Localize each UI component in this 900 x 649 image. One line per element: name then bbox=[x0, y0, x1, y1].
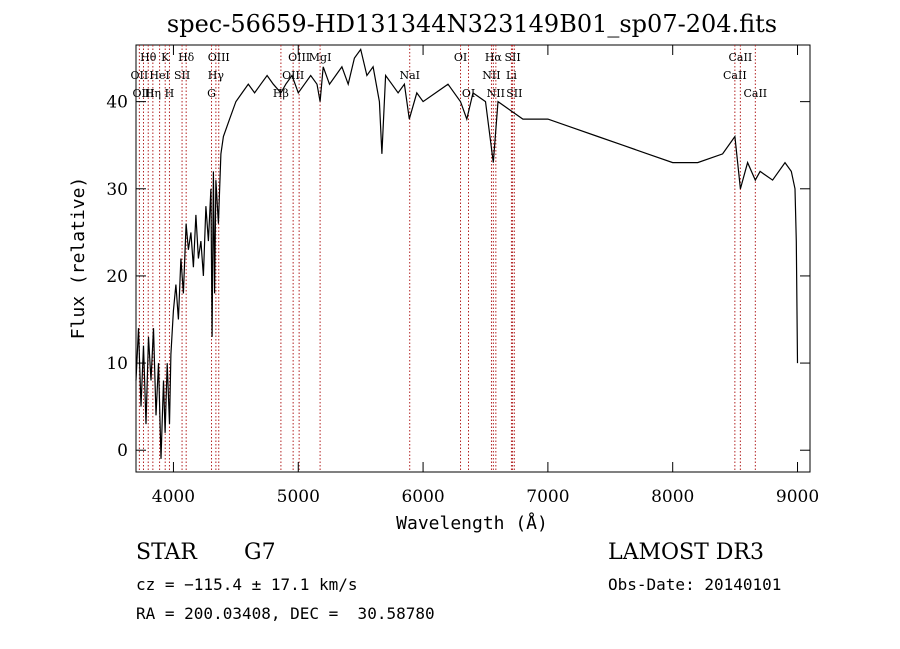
spectral-line-markers bbox=[138, 45, 756, 472]
ra-dec: RA = 200.03408, DEC = 30.58780 bbox=[136, 604, 435, 623]
y-tick-label-4: 40 bbox=[106, 93, 128, 113]
y-tick-label-2: 20 bbox=[106, 267, 128, 287]
line-label-25: SII bbox=[506, 87, 522, 100]
line-label-10: HeI bbox=[149, 69, 169, 82]
x-tick-label-0: 4000 bbox=[152, 487, 195, 507]
line-label-6: Hα bbox=[485, 51, 503, 64]
line-label-3: OIII bbox=[208, 51, 230, 64]
y-axis-ticks: 0 10 20 30 40 bbox=[106, 93, 810, 461]
y-tick-label-0: 0 bbox=[117, 441, 128, 461]
line-label-21: G bbox=[207, 87, 216, 100]
x-tick-label-5: 9000 bbox=[776, 487, 819, 507]
line-label-26: CaII bbox=[743, 87, 767, 100]
line-label-18: OIII bbox=[132, 87, 154, 100]
line-label-5: OI bbox=[454, 51, 467, 64]
x-axis-ticks: 4000 5000 6000 7000 8000 9000 bbox=[152, 45, 819, 507]
line-label-24: NII bbox=[487, 87, 505, 100]
line-label-1: K bbox=[161, 51, 170, 64]
line-label-27: MgI bbox=[309, 51, 332, 64]
line-label-19: Hη bbox=[145, 87, 161, 100]
line-label-17: CaII bbox=[723, 69, 747, 82]
y-tick-label-1: 10 bbox=[106, 354, 128, 374]
line-label-13: OIII bbox=[282, 69, 304, 82]
line-label-2: Hδ bbox=[178, 51, 195, 64]
line-label-20: H bbox=[165, 87, 175, 100]
object-subclass: G7 bbox=[244, 540, 276, 565]
redshift-cz: cz = −115.4 ± 17.1 km/s bbox=[136, 575, 358, 594]
plot-frame bbox=[135, 44, 811, 473]
line-label-11: SII bbox=[174, 69, 190, 82]
y-tick-label-3: 30 bbox=[106, 180, 128, 200]
line-label-8: CaII bbox=[729, 51, 753, 64]
line-label-16: Li bbox=[506, 69, 517, 82]
line-label-7: SII bbox=[504, 51, 520, 64]
line-label-15: NII bbox=[482, 69, 500, 82]
chart-title: spec-56659-HD131344N323149B01_sp07-204.f… bbox=[167, 10, 777, 38]
spectrum-series bbox=[135, 47, 799, 459]
x-tick-label-1: 5000 bbox=[277, 487, 320, 507]
object-class: STAR bbox=[136, 540, 197, 565]
y-axis-title: Flux (relative) bbox=[68, 177, 89, 340]
x-tick-label-3: 7000 bbox=[526, 487, 569, 507]
x-tick-label-4: 8000 bbox=[651, 487, 694, 507]
line-label-9: OII bbox=[131, 69, 149, 82]
line-label-4: OIII bbox=[288, 51, 310, 64]
survey-name: LAMOST DR3 bbox=[608, 540, 764, 565]
x-axis-title: Wavelength (Å) bbox=[396, 512, 548, 534]
line-label-0: Hθ bbox=[140, 51, 157, 64]
x-tick-label-2: 6000 bbox=[401, 487, 444, 507]
line-label-14: NaI bbox=[399, 69, 420, 82]
obs-date: Obs-Date: 20140101 bbox=[608, 575, 782, 594]
line-label-12: Hγ bbox=[208, 69, 225, 82]
